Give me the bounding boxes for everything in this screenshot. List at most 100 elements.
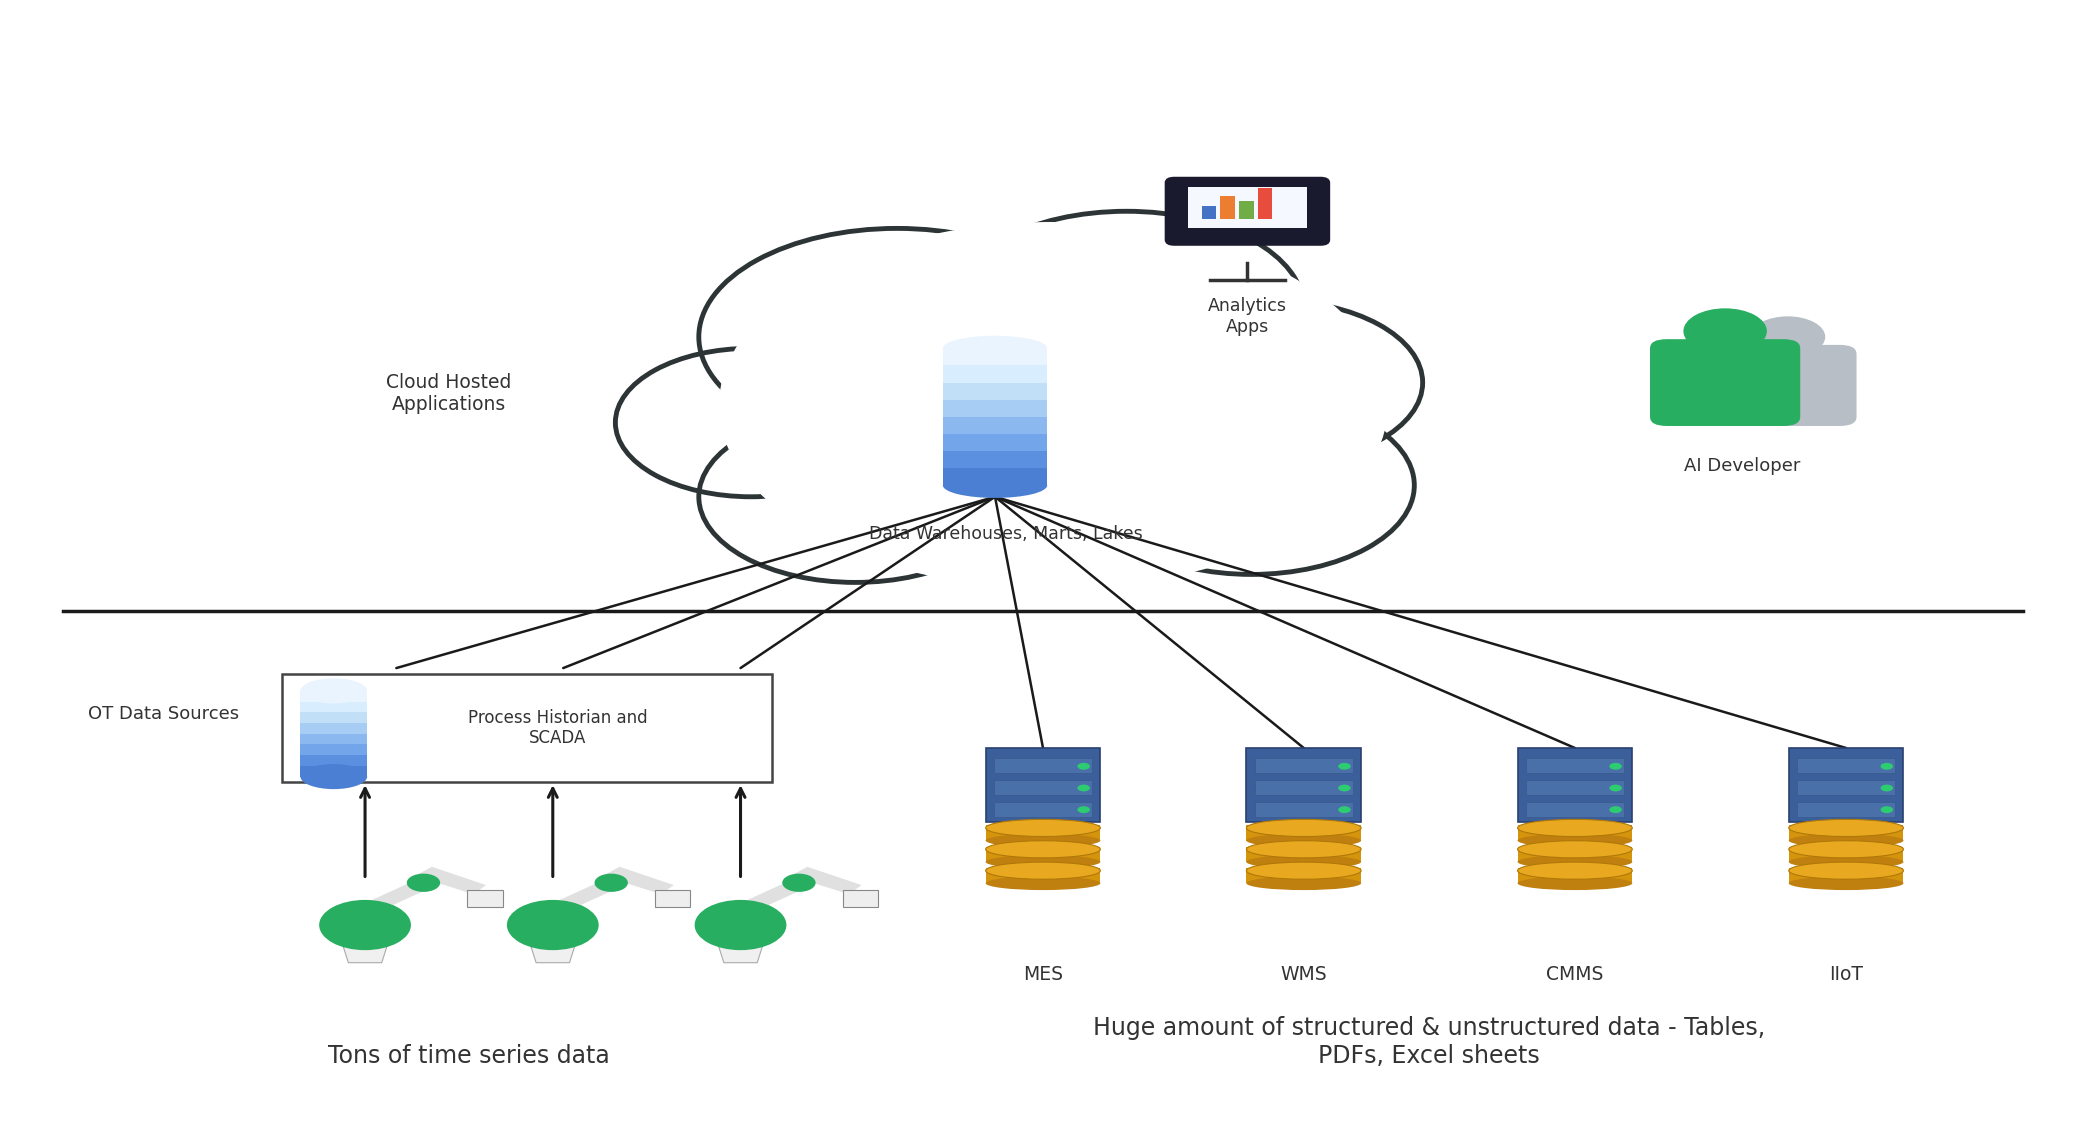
Polygon shape (715, 936, 766, 963)
FancyBboxPatch shape (300, 713, 367, 723)
Polygon shape (555, 879, 620, 910)
FancyBboxPatch shape (1239, 201, 1254, 219)
Circle shape (1610, 806, 1623, 813)
Ellipse shape (300, 678, 367, 703)
Circle shape (699, 411, 1012, 582)
FancyBboxPatch shape (985, 748, 1101, 822)
Ellipse shape (1245, 841, 1360, 858)
Ellipse shape (1790, 855, 1905, 869)
FancyBboxPatch shape (943, 417, 1047, 434)
Ellipse shape (1790, 820, 1905, 836)
Ellipse shape (943, 336, 1047, 361)
Circle shape (1882, 785, 1894, 791)
FancyBboxPatch shape (1166, 178, 1329, 244)
Text: Cloud Hosted
Applications: Cloud Hosted Applications (386, 373, 511, 415)
FancyBboxPatch shape (943, 365, 1047, 383)
FancyBboxPatch shape (1245, 748, 1362, 822)
FancyBboxPatch shape (1527, 758, 1625, 773)
FancyBboxPatch shape (993, 802, 1093, 817)
Ellipse shape (985, 834, 1101, 847)
Text: Process Historian and
SCADA: Process Historian and SCADA (467, 709, 649, 747)
FancyBboxPatch shape (300, 745, 367, 755)
Circle shape (1337, 763, 1352, 770)
Text: WMS: WMS (1281, 965, 1327, 984)
Text: Data Warehouses, Marts, Lakes: Data Warehouses, Marts, Lakes (868, 525, 1143, 544)
Polygon shape (415, 867, 486, 894)
FancyBboxPatch shape (1187, 187, 1308, 228)
FancyBboxPatch shape (943, 400, 1047, 417)
FancyBboxPatch shape (1790, 868, 1902, 883)
Text: CMMS: CMMS (1546, 965, 1604, 984)
FancyBboxPatch shape (1245, 847, 1362, 862)
Ellipse shape (1245, 862, 1360, 879)
FancyBboxPatch shape (943, 451, 1047, 468)
Circle shape (1076, 785, 1089, 791)
Circle shape (720, 223, 1387, 588)
FancyBboxPatch shape (1527, 802, 1625, 817)
FancyBboxPatch shape (1719, 345, 1857, 426)
Ellipse shape (1519, 855, 1631, 869)
Circle shape (595, 874, 628, 892)
Circle shape (1610, 763, 1623, 770)
Circle shape (1337, 806, 1352, 813)
Ellipse shape (1790, 862, 1905, 879)
FancyBboxPatch shape (300, 766, 367, 777)
Ellipse shape (1245, 834, 1360, 847)
FancyBboxPatch shape (1790, 748, 1902, 822)
FancyBboxPatch shape (943, 434, 1047, 451)
Circle shape (615, 348, 887, 497)
Circle shape (782, 874, 816, 892)
FancyBboxPatch shape (1790, 826, 1902, 841)
Circle shape (1337, 785, 1352, 791)
FancyBboxPatch shape (1527, 780, 1625, 795)
Text: Analytics
Apps: Analytics Apps (1208, 297, 1287, 336)
FancyBboxPatch shape (843, 890, 878, 907)
FancyBboxPatch shape (1519, 826, 1631, 841)
FancyBboxPatch shape (943, 383, 1047, 400)
Ellipse shape (1519, 820, 1631, 836)
Ellipse shape (1790, 841, 1905, 858)
Text: OT Data Sources: OT Data Sources (88, 705, 238, 723)
Circle shape (1750, 316, 1825, 357)
Text: MES: MES (1022, 965, 1064, 984)
Circle shape (1882, 763, 1894, 770)
FancyBboxPatch shape (993, 780, 1093, 795)
Ellipse shape (985, 820, 1101, 836)
Polygon shape (603, 867, 674, 894)
Ellipse shape (985, 841, 1101, 858)
FancyBboxPatch shape (993, 758, 1093, 773)
FancyBboxPatch shape (300, 723, 367, 734)
FancyBboxPatch shape (1258, 188, 1272, 219)
Circle shape (1076, 806, 1089, 813)
Ellipse shape (985, 876, 1101, 890)
FancyBboxPatch shape (943, 468, 1047, 485)
FancyBboxPatch shape (300, 691, 367, 701)
FancyBboxPatch shape (1220, 196, 1235, 219)
FancyBboxPatch shape (1519, 748, 1631, 822)
Ellipse shape (1245, 820, 1360, 836)
Polygon shape (367, 879, 432, 910)
FancyBboxPatch shape (985, 847, 1101, 862)
Ellipse shape (300, 764, 367, 789)
Ellipse shape (1519, 876, 1631, 890)
FancyBboxPatch shape (655, 890, 690, 907)
Ellipse shape (985, 855, 1101, 869)
FancyBboxPatch shape (300, 733, 367, 745)
Circle shape (319, 900, 411, 950)
Circle shape (699, 228, 1095, 445)
Circle shape (1076, 763, 1089, 770)
FancyBboxPatch shape (1245, 868, 1362, 883)
Ellipse shape (943, 473, 1047, 498)
FancyBboxPatch shape (1202, 206, 1216, 219)
Circle shape (407, 874, 440, 892)
FancyBboxPatch shape (1798, 780, 1894, 795)
FancyBboxPatch shape (985, 826, 1101, 841)
FancyBboxPatch shape (1256, 780, 1354, 795)
Circle shape (1089, 396, 1414, 574)
Ellipse shape (1245, 855, 1360, 869)
Circle shape (1122, 300, 1423, 465)
Circle shape (949, 211, 1304, 405)
Circle shape (1882, 806, 1894, 813)
FancyBboxPatch shape (1798, 802, 1894, 817)
Ellipse shape (1790, 876, 1905, 890)
